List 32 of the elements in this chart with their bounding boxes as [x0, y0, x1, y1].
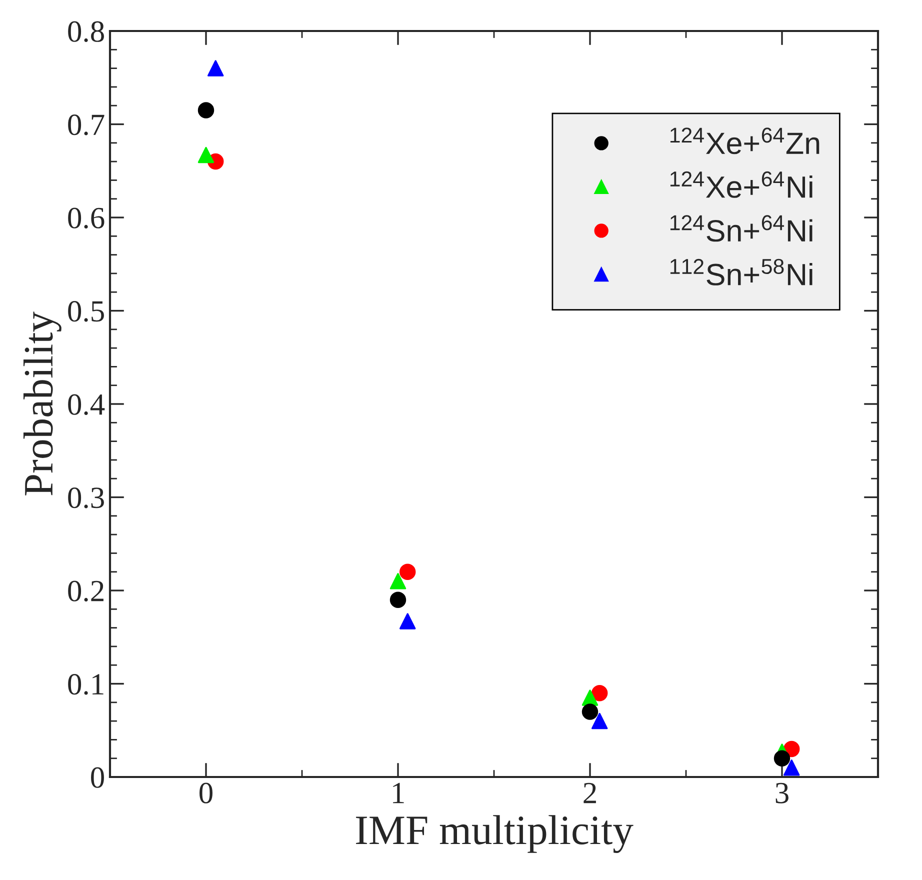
x-tick-label: 0	[200, 782, 212, 804]
point	[198, 146, 214, 164]
point	[207, 60, 224, 76]
x-tick-label: 2	[584, 782, 596, 804]
point	[591, 684, 608, 702]
y-tick-label: 0.7	[68, 114, 104, 136]
point	[399, 613, 416, 630]
legend-label: $^{124}$Xe+$^{64}$Ni	[670, 171, 812, 198]
y-tick-label: 0.4	[68, 394, 105, 416]
y-tick-label: 0.2	[68, 580, 104, 602]
point	[591, 712, 608, 730]
point	[198, 102, 214, 118]
y-tick-label: 0.3	[68, 488, 104, 508]
point	[582, 704, 598, 720]
point	[582, 690, 598, 706]
x-tick-label: 1	[393, 782, 404, 804]
y-axis-title: Probability	[23, 312, 62, 496]
point	[390, 573, 406, 590]
y-tick-label: 0.6	[68, 208, 104, 229]
y-tick-label: 0	[91, 767, 104, 788]
point	[399, 564, 416, 580]
y-tick-label: 0.5	[68, 301, 104, 322]
legend-label: $^{112}$Sn+$^{58}$Ni	[670, 258, 812, 286]
point	[783, 760, 800, 776]
x-axis-title: IMF multiplicity	[356, 815, 634, 854]
y-tick-label: 0.1	[68, 674, 104, 695]
x-tick-label: 3	[776, 782, 788, 804]
legend-label: $^{124}$Xe+$^{64}$Zn	[670, 128, 820, 154]
point	[774, 750, 790, 766]
legend-label: $^{124}$Sn+$^{64}$Ni	[670, 215, 812, 242]
point	[390, 592, 406, 608]
y-tick-label: 0.8	[68, 21, 104, 42]
